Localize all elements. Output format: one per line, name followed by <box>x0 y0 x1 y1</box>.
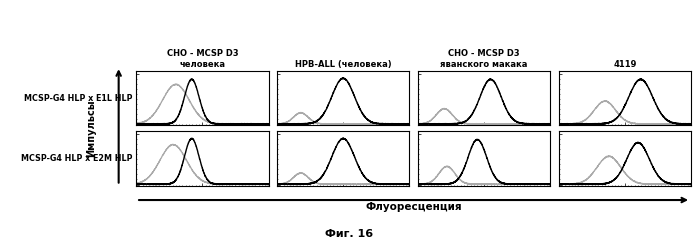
Text: HPB-ALL (человека): HPB-ALL (человека) <box>295 60 392 69</box>
Text: MCSP-G4 HLP x E1L HLP: MCSP-G4 HLP x E1L HLP <box>24 94 133 103</box>
Text: MCSP-G4 HLP x E2M HLP: MCSP-G4 HLP x E2M HLP <box>21 154 133 163</box>
Text: Фиг. 16: Фиг. 16 <box>325 229 373 239</box>
Text: CHO - MCSP D3
яванского макака: CHO - MCSP D3 яванского макака <box>440 49 528 69</box>
Text: 4119: 4119 <box>613 60 637 69</box>
Text: Флуоресценция: Флуоресценция <box>365 202 462 212</box>
Text: CHO - MCSP D3
человека: CHO - MCSP D3 человека <box>167 49 238 69</box>
Text: Импульсы: Импульсы <box>86 100 96 157</box>
